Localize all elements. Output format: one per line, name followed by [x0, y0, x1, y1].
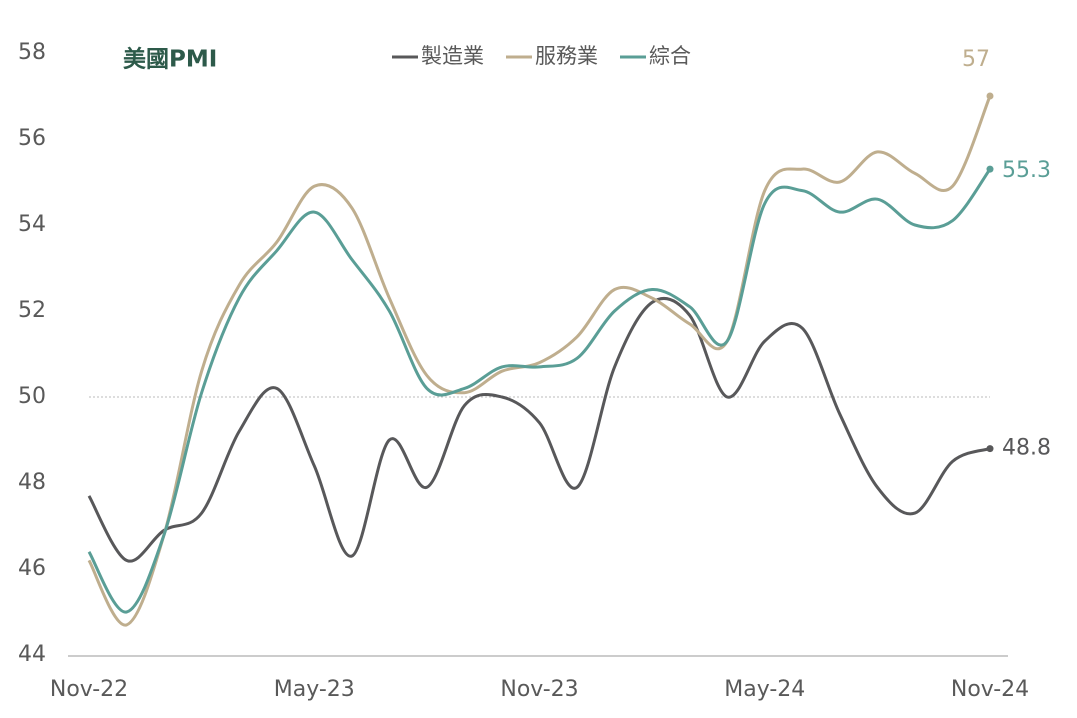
y-tick-label: 48 [18, 470, 46, 495]
y-tick-label: 44 [18, 642, 46, 667]
chart-title: 美國PMI [123, 46, 217, 73]
y-tick-label: 50 [18, 384, 46, 409]
series-line [87, 297, 991, 563]
end-point [986, 165, 994, 173]
y-tick-label: 52 [18, 298, 46, 323]
series-line [87, 168, 992, 614]
legend-label: 綜合 [649, 44, 691, 68]
x-tick-label: Nov-22 [50, 677, 128, 702]
data-label: 48.8 [1002, 436, 1051, 461]
x-tick-label: May-23 [274, 677, 355, 702]
y-tick-label: 46 [18, 556, 46, 581]
data-label: 55.3 [1002, 158, 1051, 183]
y-tick-label: 58 [18, 40, 46, 65]
x-tick-label: May-24 [724, 677, 805, 702]
end-point [986, 445, 994, 453]
y-tick-label: 54 [18, 212, 46, 237]
legend-label: 服務業 [535, 44, 598, 68]
series-line [87, 95, 992, 627]
end-point [986, 92, 994, 100]
data-label: 57 [962, 47, 990, 72]
x-tick-label: Nov-24 [951, 677, 1029, 702]
legend-label: 製造業 [421, 44, 484, 68]
x-tick-label: Nov-23 [500, 677, 578, 702]
y-tick-label: 56 [18, 126, 46, 151]
